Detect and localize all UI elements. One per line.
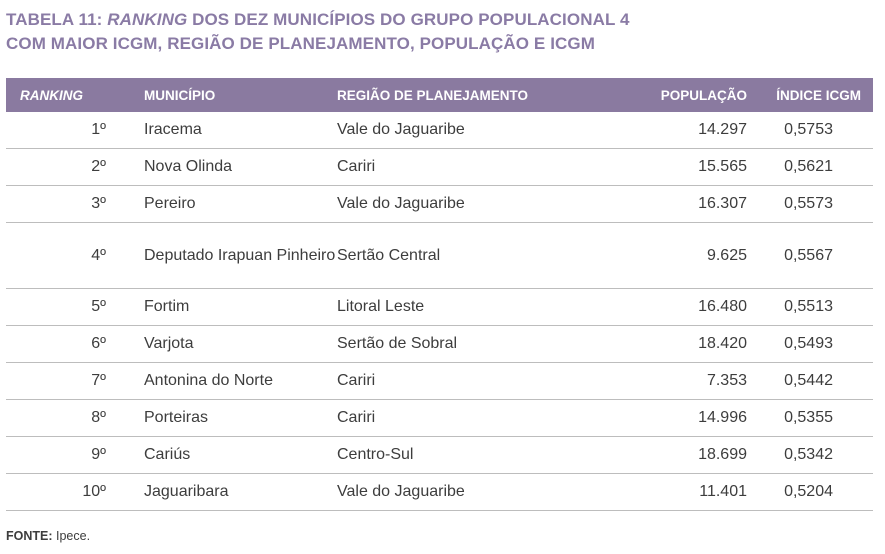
cell-icgm: 0,5493 (747, 325, 873, 363)
cell-municipio: Deputado Irapuan Pinheiro (144, 222, 337, 289)
cell-rank: 3º (6, 185, 144, 223)
table-row: 8º Porteiras Cariri 14.996 0,5355 (6, 399, 873, 437)
cell-icgm: 0,5442 (747, 362, 873, 400)
cell-populacao: 9.625 (587, 222, 747, 289)
cell-municipio: Jaguaribara (144, 473, 337, 511)
table-row: 4º Deputado Irapuan Pinheiro Sertão Centra… (6, 222, 873, 289)
table-row: 10º Jaguaribara Vale do Jaguaribe 11.401 0,5… (6, 473, 873, 511)
cell-regiao: Cariri (337, 362, 587, 400)
table-title: TABELA 11: RANKING DOS DEZ MUNICÍPIOS DO… (6, 8, 630, 56)
header-icgm: ÍNDICE ICGM (747, 78, 873, 112)
cell-icgm: 0,5204 (747, 473, 873, 511)
cell-icgm: 0,5567 (747, 222, 873, 289)
title-prefix: TABELA 11: (6, 10, 108, 29)
cell-icgm: 0,5513 (747, 288, 873, 326)
table-row: 5º Fortim Litoral Leste 16.480 0,5513 (6, 288, 873, 326)
cell-regiao: Cariri (337, 148, 587, 186)
cell-icgm: 0,5342 (747, 436, 873, 474)
title-italic: RANKING (107, 10, 188, 29)
table-row: 7º Antonina do Norte Cariri 7.353 0,5442 (6, 362, 873, 400)
cell-regiao: Cariri (337, 399, 587, 437)
table-row: 2º Nova Olinda Cariri 15.565 0,5621 (6, 148, 873, 186)
table-row: 3º Pereiro Vale do Jaguaribe 16.307 0,5573 (6, 185, 873, 223)
cell-regiao: Centro-Sul (337, 436, 587, 474)
cell-rank: 2º (6, 148, 144, 186)
cell-rank: 4º (6, 222, 144, 289)
title-line-2: COM MAIOR ICGM, REGIÃO DE PLANEJAMENTO, … (6, 34, 595, 53)
cell-icgm: 0,5621 (747, 148, 873, 186)
cell-rank: 6º (6, 325, 144, 363)
cell-rank: 8º (6, 399, 144, 437)
cell-populacao: 15.565 (587, 148, 747, 186)
cell-regiao: Vale do Jaguaribe (337, 473, 587, 511)
table-row: 1º Iracema Vale do Jaguaribe 14.297 0,5753 (6, 112, 873, 149)
cell-regiao: Vale do Jaguaribe (337, 112, 587, 149)
title-line-1: TABELA 11: RANKING DOS DEZ MUNICÍPIOS DO… (6, 8, 630, 32)
source-text: Ipece. (52, 529, 91, 543)
cell-municipio: Varjota (144, 325, 337, 363)
cell-icgm: 0,5753 (747, 112, 873, 149)
cell-municipio: Nova Olinda (144, 148, 337, 186)
cell-rank: 9º (6, 436, 144, 474)
cell-regiao: Sertão Central (337, 222, 587, 289)
cell-municipio: Pereiro (144, 185, 337, 223)
header-regiao: REGIÃO DE PLANEJAMENTO (337, 78, 587, 112)
cell-populacao: 14.297 (587, 112, 747, 149)
header-municipio: MUNICÍPIO (144, 78, 337, 112)
cell-icgm: 0,5355 (747, 399, 873, 437)
header-populacao: POPULAÇÃO (587, 78, 747, 112)
table-row: 6º Varjota Sertão de Sobral 18.420 0,5493 (6, 325, 873, 363)
cell-icgm: 0,5573 (747, 185, 873, 223)
cell-populacao: 11.401 (587, 473, 747, 511)
cell-populacao: 7.353 (587, 362, 747, 400)
cell-municipio: Cariús (144, 436, 337, 474)
cell-municipio: Antonina do Norte (144, 362, 337, 400)
cell-rank: 10º (6, 473, 144, 511)
cell-regiao: Litoral Leste (337, 288, 587, 326)
cell-populacao: 14.996 (587, 399, 747, 437)
cell-populacao: 16.307 (587, 185, 747, 223)
cell-rank: 7º (6, 362, 144, 400)
source-label: FONTE: (6, 529, 53, 543)
cell-populacao: 18.699 (587, 436, 747, 474)
source-note: FONTE: Ipece. (6, 529, 90, 543)
title-rest: DOS DEZ MUNICÍPIOS DO GRUPO POPULACIONAL… (187, 10, 630, 29)
cell-regiao: Vale do Jaguaribe (337, 185, 587, 223)
cell-municipio: Iracema (144, 112, 337, 149)
cell-rank: 5º (6, 288, 144, 326)
cell-populacao: 18.420 (587, 325, 747, 363)
cell-rank: 1º (6, 112, 144, 149)
cell-municipio: Fortim (144, 288, 337, 326)
ranking-table: RANKING MUNICÍPIO REGIÃO DE PLANEJAMENTO… (6, 78, 873, 511)
cell-populacao: 16.480 (587, 288, 747, 326)
cell-municipio: Porteiras (144, 399, 337, 437)
table-row: 9º Cariús Centro-Sul 18.699 0,5342 (6, 436, 873, 474)
table-header-row: RANKING MUNICÍPIO REGIÃO DE PLANEJAMENTO… (6, 78, 873, 112)
header-ranking: RANKING (6, 78, 144, 112)
cell-regiao: Sertão de Sobral (337, 325, 587, 363)
